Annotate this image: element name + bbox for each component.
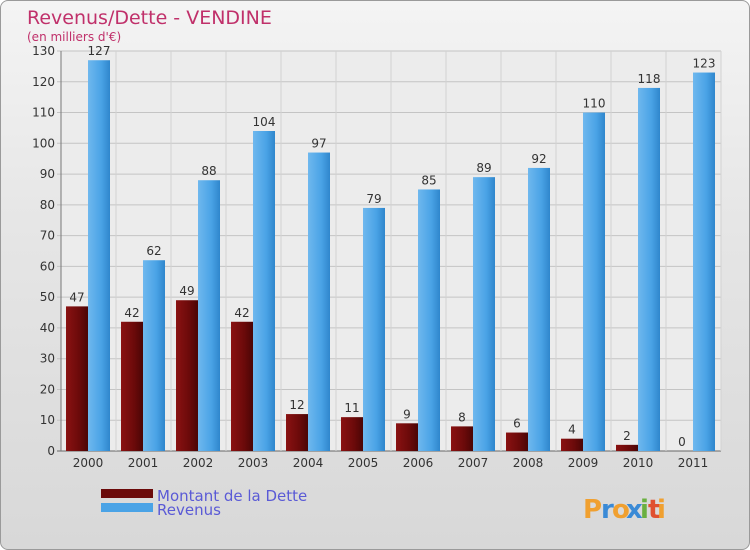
x-tick-label: 2011 bbox=[678, 456, 709, 470]
x-tick-label: 2005 bbox=[348, 456, 379, 470]
bar-revenus-2003 bbox=[253, 131, 275, 451]
value-label-revenus-2005: 79 bbox=[366, 192, 381, 206]
x-tick-label: 2007 bbox=[458, 456, 489, 470]
y-tick-label: 90 bbox=[40, 167, 55, 181]
bar-debt-2003 bbox=[231, 321, 253, 451]
x-tick-label: 2001 bbox=[128, 456, 159, 470]
legend: Montant de la Dette Revenus bbox=[101, 487, 307, 519]
bar-revenus-2008 bbox=[528, 167, 550, 451]
x-tick-label: 2008 bbox=[513, 456, 544, 470]
bar-revenus-2001 bbox=[143, 260, 165, 451]
value-label-debt-2007: 8 bbox=[458, 410, 466, 424]
value-label-debt-2001: 42 bbox=[124, 306, 139, 320]
bar-revenus-2002 bbox=[198, 180, 220, 451]
legend-swatch-revenus bbox=[101, 503, 153, 512]
y-tick-label: 60 bbox=[40, 259, 55, 273]
y-tick-label: 30 bbox=[40, 352, 55, 366]
x-tick-label: 2010 bbox=[623, 456, 654, 470]
y-tick-label: 10 bbox=[40, 413, 55, 427]
x-tick-label: 2009 bbox=[568, 456, 599, 470]
value-label-debt-2006: 9 bbox=[403, 407, 411, 421]
bar-revenus-2005 bbox=[363, 207, 385, 451]
value-label-debt-2009: 4 bbox=[568, 423, 576, 437]
bar-revenus-2009 bbox=[583, 112, 605, 452]
bar-debt-2006 bbox=[396, 423, 418, 451]
bar-revenus-2007 bbox=[473, 177, 495, 451]
value-label-debt-2002: 49 bbox=[179, 284, 194, 298]
bar-revenus-2000 bbox=[88, 60, 110, 451]
value-label-debt-2010: 2 bbox=[623, 429, 631, 443]
legend-swatch-debt bbox=[101, 489, 153, 498]
value-label-revenus-2001: 62 bbox=[146, 244, 161, 258]
bar-debt-2002 bbox=[176, 300, 198, 451]
y-tick-label: 50 bbox=[40, 290, 55, 304]
bar-debt-2007 bbox=[451, 426, 473, 451]
chart-subtitle: (en milliers d'€) bbox=[27, 30, 121, 44]
y-tick-label: 40 bbox=[40, 321, 55, 335]
value-label-debt-2004: 12 bbox=[289, 398, 304, 412]
logo-letter: r bbox=[601, 495, 614, 525]
logo-letter: i bbox=[640, 495, 649, 525]
chart-title: Revenus/Dette - VENDINE bbox=[27, 7, 272, 29]
value-label-debt-2003: 42 bbox=[234, 306, 249, 320]
bar-debt-2010 bbox=[616, 444, 638, 451]
value-label-revenus-2007: 89 bbox=[476, 161, 491, 175]
logo-letter: o bbox=[612, 495, 630, 525]
value-label-revenus-2003: 104 bbox=[253, 115, 276, 129]
bar-revenus-2006 bbox=[418, 189, 440, 451]
value-label-revenus-2006: 85 bbox=[421, 173, 436, 187]
y-tick-label: 120 bbox=[32, 75, 55, 89]
legend-label-debt: Montant de la Dette bbox=[157, 487, 307, 505]
logo-letter: P bbox=[583, 495, 602, 525]
bar-debt-2004 bbox=[286, 414, 308, 451]
bar-debt-2005 bbox=[341, 417, 363, 451]
logo-letter: x bbox=[626, 495, 643, 525]
bar-debt-2008 bbox=[506, 432, 528, 451]
x-tick-label: 2003 bbox=[238, 456, 269, 470]
x-tick-label: 2004 bbox=[293, 456, 324, 470]
value-label-revenus-2008: 92 bbox=[531, 152, 546, 166]
y-tick-label: 130 bbox=[32, 44, 55, 58]
x-tick-label: 2000 bbox=[73, 456, 104, 470]
y-tick-label: 100 bbox=[32, 136, 55, 150]
logo-letter: i bbox=[657, 495, 666, 525]
bar-revenus-2004 bbox=[308, 152, 330, 452]
bar-debt-2009 bbox=[561, 438, 583, 451]
logo-letter: t bbox=[648, 495, 660, 525]
y-tick-label: 110 bbox=[32, 106, 55, 120]
bar-debt-2000 bbox=[66, 306, 88, 451]
x-tick-label: 2006 bbox=[403, 456, 434, 470]
legend-label-revenus: Revenus bbox=[157, 501, 221, 519]
value-label-debt-2000: 47 bbox=[69, 290, 84, 304]
value-label-revenus-2011: 123 bbox=[693, 57, 716, 71]
y-tick-label: 0 bbox=[47, 444, 55, 458]
bar-revenus-2010 bbox=[638, 87, 660, 451]
value-label-debt-2011: 0 bbox=[678, 435, 686, 449]
value-label-debt-2008: 6 bbox=[513, 417, 521, 431]
value-label-revenus-2004: 97 bbox=[311, 137, 326, 151]
bar-revenus-2011 bbox=[693, 72, 715, 452]
value-label-debt-2005: 11 bbox=[344, 401, 359, 415]
y-tick-label: 20 bbox=[40, 382, 55, 396]
bar-debt-2001 bbox=[121, 321, 143, 451]
bars-layer bbox=[66, 60, 715, 452]
labels-layer: 4712720004262200149882002421042003129720… bbox=[69, 44, 715, 470]
value-label-revenus-2000: 127 bbox=[88, 44, 111, 58]
value-label-revenus-2002: 88 bbox=[201, 164, 216, 178]
x-tick-label: 2002 bbox=[183, 456, 214, 470]
value-label-revenus-2010: 118 bbox=[638, 72, 661, 86]
value-label-revenus-2009: 110 bbox=[583, 97, 606, 111]
y-tick-label: 70 bbox=[40, 229, 55, 243]
y-tick-label: 80 bbox=[40, 198, 55, 212]
